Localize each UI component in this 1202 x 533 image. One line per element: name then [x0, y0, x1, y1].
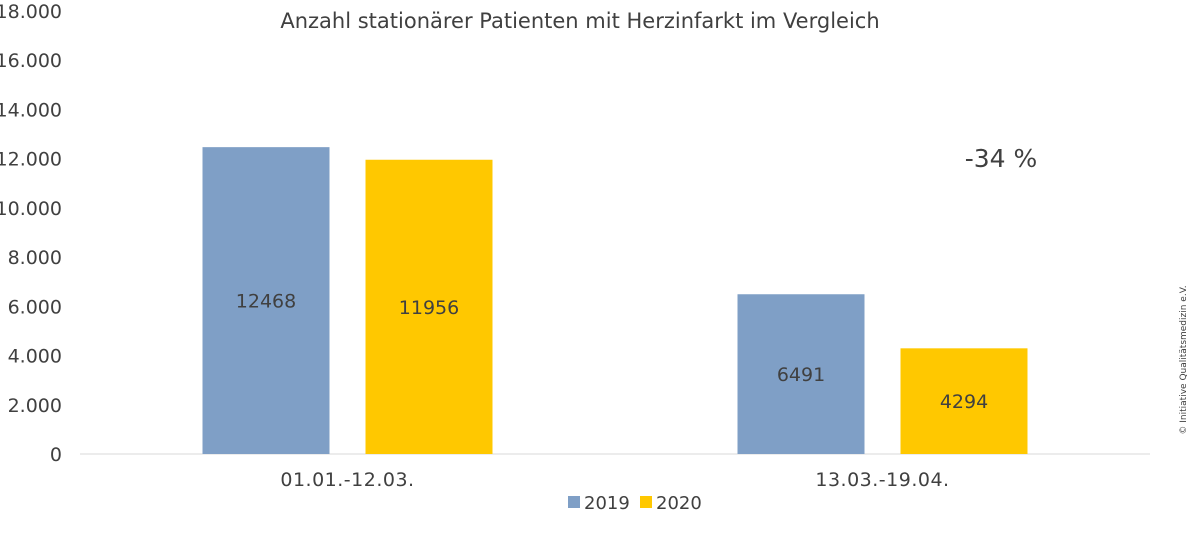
y-tick-label: 8.000 — [8, 247, 62, 269]
x-tick-label: 13.03.-19.04. — [815, 469, 949, 491]
bar-2020 — [365, 159, 493, 454]
copyright-note: © Initiative Qualitätsmedizin e.V. — [1179, 285, 1189, 434]
data-label: 6491 — [777, 364, 825, 386]
y-tick-label: 6.000 — [8, 296, 62, 318]
x-axis: 01.01.-12.03. 13.03.-19.04. — [280, 469, 949, 491]
bar-2020 — [900, 348, 1028, 454]
y-tick-label: 4.000 — [8, 346, 62, 368]
data-label: 4294 — [940, 391, 988, 413]
y-axis: 0 2.000 4.000 6.000 8.000 10.000 12.000 14.000 1… — [0, 1, 62, 466]
legend-label: 2020 — [656, 493, 702, 514]
data-label: 11956 — [399, 297, 459, 319]
y-tick-label: 10.000 — [0, 198, 62, 220]
y-tick-label: 18.000 — [0, 1, 62, 23]
bar-2019 — [737, 294, 865, 454]
y-tick-label: 12.000 — [0, 149, 62, 171]
data-label: 12468 — [236, 291, 296, 313]
y-tick-label: 16.000 — [0, 50, 62, 72]
x-tick-label: 01.01.-12.03. — [280, 469, 414, 491]
y-tick-label: 14.000 — [0, 99, 62, 121]
legend: 2019 2020 — [568, 493, 702, 514]
y-tick-label: 2.000 — [8, 395, 62, 417]
y-tick-label: 0 — [50, 444, 62, 466]
chart-title: Anzahl stationärer Patienten mit Herzinf… — [280, 9, 879, 33]
legend-label: 2019 — [584, 493, 630, 514]
legend-swatch — [640, 496, 652, 508]
bar-2019 — [202, 147, 330, 454]
legend-swatch — [568, 496, 580, 508]
percent-change-annotation: -34 % — [965, 144, 1038, 173]
bars: 12468 11956 6491 4294 — [202, 147, 1028, 454]
